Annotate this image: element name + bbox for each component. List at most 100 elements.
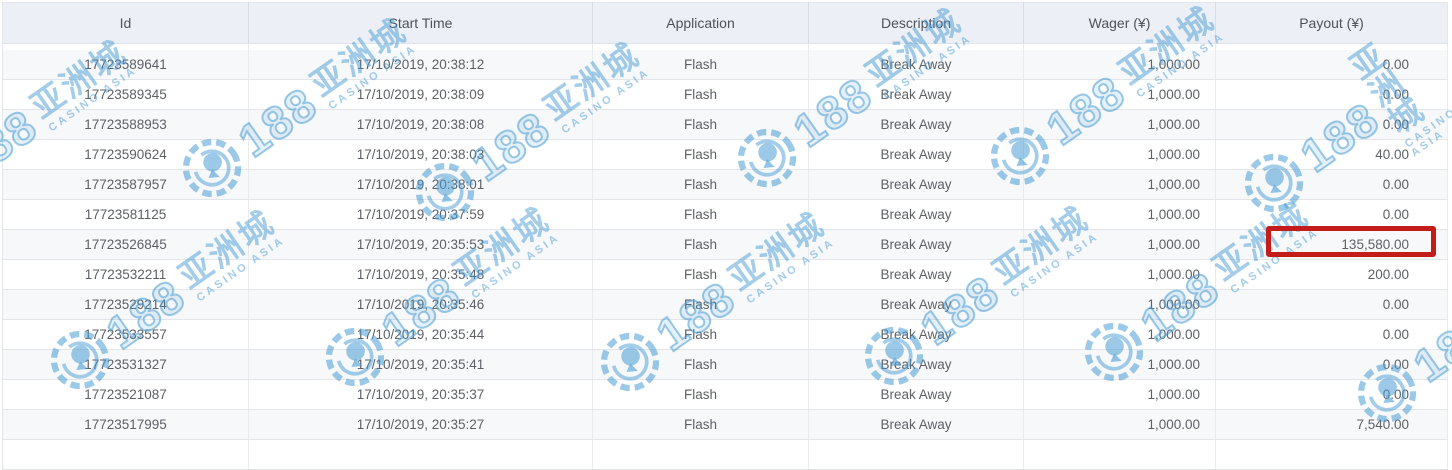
cell-wager: 1,000.00 <box>1023 289 1216 320</box>
cell-application: Flash <box>592 139 809 170</box>
cell-payout: 0.00 <box>1215 349 1448 380</box>
cell-description: Break Away <box>808 379 1024 410</box>
table-row: 17723532211 17/10/2019, 20:35:48 Flash Brea… <box>2 259 1448 290</box>
cell-payout: 0.00 <box>1215 169 1448 200</box>
cell-payout: 0.00 <box>1215 379 1448 410</box>
cell-application: Flash <box>592 349 809 380</box>
column-header-payout: Payout (¥) <box>1215 2 1448 44</box>
cell-start_time: 17/10/2019, 20:35:41 <box>248 349 593 380</box>
cell-wager: 1,000.00 <box>1023 199 1216 230</box>
table-row: 17723533557 17/10/2019, 20:35:44 Flash Brea… <box>2 319 1448 350</box>
cell-id: 17723529214 <box>2 289 249 320</box>
cell-payout: 0.00 <box>1215 289 1448 320</box>
cell-wager: 1,000.00 <box>1023 409 1216 440</box>
cell-payout: 0.00 <box>1215 319 1448 350</box>
cell-id: 17723581125 <box>2 199 249 230</box>
column-header-description: Description <box>808 2 1024 44</box>
cell-application: Flash <box>592 79 809 110</box>
cell-start_time: 17/10/2019, 20:38:12 <box>248 50 593 80</box>
table-row: 17723529214 17/10/2019, 20:35:46 Flash Brea… <box>2 289 1448 320</box>
cell-start_time: 17/10/2019, 20:38:01 <box>248 169 593 200</box>
cell-description: Break Away <box>808 229 1024 260</box>
cell-start_time: 17/10/2019, 20:38:03 <box>248 139 593 170</box>
table-row: 17723581125 17/10/2019, 20:37:59 Flash Brea… <box>2 199 1448 230</box>
cell-payout: 0.00 <box>1215 199 1448 230</box>
table-row: 17723589345 17/10/2019, 20:38:09 Flash Brea… <box>2 79 1448 110</box>
cell-start_time: 17/10/2019, 20:35:37 <box>248 379 593 410</box>
cell-description: Break Away <box>808 169 1024 200</box>
cell-id: 17723589345 <box>2 79 249 110</box>
cell-start_time: 17/10/2019, 20:35:48 <box>248 259 593 290</box>
cell-application: Flash <box>592 169 809 200</box>
table-row: 17723517995 17/10/2019, 20:35:27 Flash Brea… <box>2 409 1448 440</box>
cell-id: 17723533557 <box>2 319 249 350</box>
cell-wager: 1,000.00 <box>1023 259 1216 290</box>
table-row: 17723531327 17/10/2019, 20:35:41 Flash Brea… <box>2 349 1448 380</box>
cell-application: Flash <box>592 109 809 140</box>
cell-description: Break Away <box>808 289 1024 320</box>
cell-payout: 0.00 <box>1215 50 1448 80</box>
cell-description: Break Away <box>808 349 1024 380</box>
cell-id: 17723517995 <box>2 409 249 440</box>
cell-start_time: 17/10/2019, 20:38:09 <box>248 79 593 110</box>
cell-payout: 0.00 <box>1215 79 1448 110</box>
cell-id: 17723589641 <box>2 50 249 80</box>
cell-payout: 40.00 <box>1215 139 1448 170</box>
cell-application: Flash <box>592 259 809 290</box>
cell-start_time: 17/10/2019, 20:37:59 <box>248 199 593 230</box>
table-row: 17723526845 17/10/2019, 20:35:53 Flash Brea… <box>2 229 1448 260</box>
cell-id: 17723587957 <box>2 169 249 200</box>
cell-wager: 1,000.00 <box>1023 229 1216 260</box>
cell-description: Break Away <box>808 199 1024 230</box>
table-row: 17723587957 17/10/2019, 20:38:01 Flash Brea… <box>2 169 1448 200</box>
cell-description: Break Away <box>808 409 1024 440</box>
cell-wager: 1,000.00 <box>1023 319 1216 350</box>
cell-start_time: 17/10/2019, 20:35:44 <box>248 319 593 350</box>
cell-wager: 1,000.00 <box>1023 109 1216 140</box>
cell-description: Break Away <box>808 50 1024 80</box>
cell-wager: 1,000.00 <box>1023 379 1216 410</box>
cell-start_time: 17/10/2019, 20:35:27 <box>248 409 593 440</box>
header-row: Id Start Time Application Description Wager … <box>2 2 1448 44</box>
cell-description: Break Away <box>808 319 1024 350</box>
cell-start_time: 17/10/2019, 20:35:53 <box>248 229 593 260</box>
column-header-wager: Wager (¥) <box>1023 2 1216 44</box>
cell-application: Flash <box>592 319 809 350</box>
cell-application: Flash <box>592 50 809 80</box>
cell-application: Flash <box>592 199 809 230</box>
cell-application: Flash <box>592 379 809 410</box>
table-row <box>2 439 1448 470</box>
cell-application: Flash <box>592 409 809 440</box>
cell-id: 17723590624 <box>2 139 249 170</box>
cell-payout: 200.00 <box>1215 259 1448 290</box>
column-header-application: Application <box>592 2 809 44</box>
cell-id: 17723532211 <box>2 259 249 290</box>
cell-description: Break Away <box>808 139 1024 170</box>
table-body: 17723589641 17/10/2019, 20:38:12 Flash Brea… <box>2 43 1448 470</box>
cell-description: Break Away <box>808 109 1024 140</box>
cell-wager: 1,000.00 <box>1023 349 1216 380</box>
table-header: Id Start Time Application Description Wager … <box>2 2 1448 44</box>
table-row: 17723590624 17/10/2019, 20:38:03 Flash Brea… <box>2 139 1448 170</box>
table-row: 17723588953 17/10/2019, 20:38:08 Flash Brea… <box>2 109 1448 140</box>
header-spacer-row <box>2 43 1448 50</box>
cell-wager: 1,000.00 <box>1023 50 1216 80</box>
cell-wager: 1,000.00 <box>1023 169 1216 200</box>
cell-start_time: 17/10/2019, 20:35:46 <box>248 289 593 320</box>
cell-id: 17723521087 <box>2 379 249 410</box>
cell-payout: 135,580.00 <box>1215 229 1448 260</box>
cell-payout: 7,540.00 <box>1215 409 1448 440</box>
cell-payout: 0.00 <box>1215 109 1448 140</box>
table-row: 17723521087 17/10/2019, 20:35:37 Flash Brea… <box>2 379 1448 410</box>
cell-application: Flash <box>592 289 809 320</box>
cell-id: 17723526845 <box>2 229 249 260</box>
column-header-id: Id <box>2 2 249 44</box>
cell-application: Flash <box>592 229 809 260</box>
cell-description: Break Away <box>808 259 1024 290</box>
table-row: 17723589641 17/10/2019, 20:38:12 Flash Brea… <box>2 50 1448 80</box>
cell-id: 17723531327 <box>2 349 249 380</box>
column-header-start_time: Start Time <box>248 2 593 44</box>
cell-wager: 1,000.00 <box>1023 139 1216 170</box>
